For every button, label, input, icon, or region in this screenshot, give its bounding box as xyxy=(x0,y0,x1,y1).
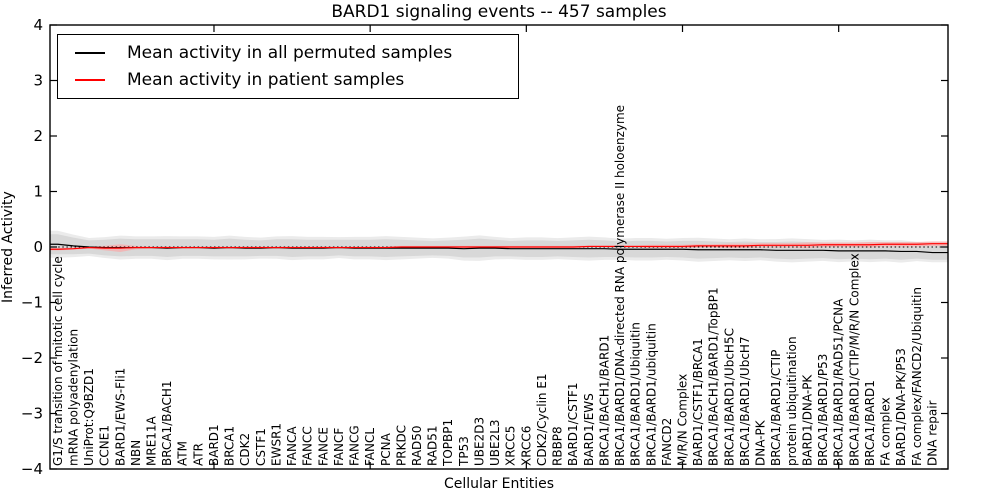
entity-label: CSTF1 xyxy=(254,428,268,466)
entity-label: BRCA1/BARD1 xyxy=(863,380,877,466)
entity-label: FANCE xyxy=(316,427,330,466)
entity-label: BRCA1/BACH1 xyxy=(160,380,174,466)
entity-label: BRCA1/BARD1/DNA-directed RNA polymerase … xyxy=(613,105,627,466)
entity-label: BARD1/DNA-PK/P53 xyxy=(894,348,908,466)
entity-label: DNA-PK xyxy=(754,419,768,466)
entity-label: CCNE1 xyxy=(98,425,112,466)
entity-label: XRCC6 xyxy=(519,426,533,466)
y-tick-label: 4 xyxy=(33,16,43,34)
entity-label: RAD50 xyxy=(410,425,424,466)
entity-label: FANCF xyxy=(332,428,346,466)
legend: Mean activity in all permuted samples Me… xyxy=(57,34,519,99)
legend-line-sample-permuted xyxy=(75,51,105,54)
entity-label: BRCA1/BARD1/UbcH5C xyxy=(722,328,736,466)
entity-label: DNA repair xyxy=(925,400,939,466)
entity-label: PRKDC xyxy=(394,425,408,466)
entity-label: BRCA1/BARD1/Ubiquitin xyxy=(629,322,643,466)
entity-label: BRCA1/BARD1/P53 xyxy=(816,354,830,466)
entity-label: M/R/N Complex xyxy=(676,374,690,466)
entity-label: BRCA1/BACH1/BARD1 xyxy=(597,335,611,466)
legend-item-permuted: Mean activity in all permuted samples xyxy=(75,43,518,63)
legend-label-permuted: Mean activity in all permuted samples xyxy=(127,42,453,63)
entity-label: BARD1/CSTF1/BRCA1 xyxy=(691,338,705,466)
entity-label: FA complex/FANCD2/Ubiquitin xyxy=(910,287,924,466)
entity-label: BRCA1/BACH1/BARD1/TopBP1 xyxy=(707,287,721,466)
entity-label: BARD1 xyxy=(207,424,221,466)
entity-label: protein ubiquitination xyxy=(785,336,799,466)
entity-label: BARD1/DNA-PK xyxy=(800,374,814,466)
entity-label: MRE11A xyxy=(145,415,159,466)
entity-label: G1/S transition of mitotic cell cycle xyxy=(51,256,65,466)
entity-label: BRCA1 xyxy=(223,426,237,466)
entity-label: XRCC5 xyxy=(504,426,518,466)
y-axis-label: Inferred Activity xyxy=(0,191,16,303)
entity-label: BRCA1/BARD1/UbcH7 xyxy=(738,336,752,466)
legend-item-patient: Mean activity in patient samples xyxy=(75,70,518,90)
entity-label: CDK2/Cyclin E1 xyxy=(535,373,549,466)
entity-label: BRCA1/BARD1/RAD51/PCNA xyxy=(832,298,846,466)
y-tick-label: −2 xyxy=(21,349,43,367)
entity-label: ATM xyxy=(176,441,190,466)
entity-label: NBN xyxy=(129,440,143,466)
entity-label: FANCG xyxy=(348,425,362,466)
patient-mean-line xyxy=(50,243,948,250)
entity-label: PCNA xyxy=(379,432,393,466)
entity-label: FANCC xyxy=(301,426,315,466)
entity-label: BRCA1/BARD1/CTIP/M/R/N Complex xyxy=(847,253,861,466)
entity-label: EWSR1 xyxy=(269,423,283,466)
entity-label: BRCA1/BARD1/CTIP xyxy=(769,350,783,466)
entity-label: BARD1/EWS xyxy=(582,393,596,466)
entity-label: BRCA1/BARD1/ubiquitin xyxy=(644,323,658,466)
entity-label: mRNA polyadenylation xyxy=(66,329,80,466)
entity-label: RAD51 xyxy=(426,425,440,466)
entity-label: FANCL xyxy=(363,428,377,466)
entity-label: UniProt:Q9BZD1 xyxy=(82,368,96,466)
entity-label: FANCD2 xyxy=(660,418,674,466)
legend-label-patient: Mean activity in patient samples xyxy=(127,70,405,91)
entity-label: TP53 xyxy=(457,436,471,467)
entity-label: ATR xyxy=(191,443,205,466)
chart-title: BARD1 signaling events -- 457 samples xyxy=(331,2,667,22)
entity-label: CDK2 xyxy=(238,433,252,466)
entity-label: FANCA xyxy=(285,426,299,466)
entity-label: FA complex xyxy=(879,397,893,466)
y-tick-label: 3 xyxy=(33,72,43,90)
y-tick-label: 0 xyxy=(33,238,43,256)
entity-label: UBE2D3 xyxy=(472,417,486,466)
entity-label: BARD1/CSTF1 xyxy=(566,382,580,466)
entity-label: TOPBP1 xyxy=(441,419,455,467)
x-axis-label: Cellular Entities xyxy=(443,476,555,492)
y-tick-label: 2 xyxy=(33,127,43,145)
entity-label: RBBP8 xyxy=(551,426,565,466)
y-tick-label: −3 xyxy=(21,405,43,423)
y-tick-label: −1 xyxy=(21,294,43,312)
entity-label: BARD1/EWS-Fli1 xyxy=(113,368,127,466)
legend-line-sample-patient xyxy=(75,79,105,82)
entity-label: UBE2L3 xyxy=(488,419,502,466)
y-tick-label: 1 xyxy=(33,183,43,201)
y-tick-label: −4 xyxy=(21,460,43,478)
